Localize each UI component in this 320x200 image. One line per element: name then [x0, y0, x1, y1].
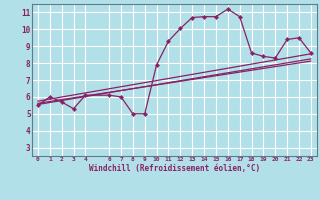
X-axis label: Windchill (Refroidissement éolien,°C): Windchill (Refroidissement éolien,°C): [89, 164, 260, 173]
